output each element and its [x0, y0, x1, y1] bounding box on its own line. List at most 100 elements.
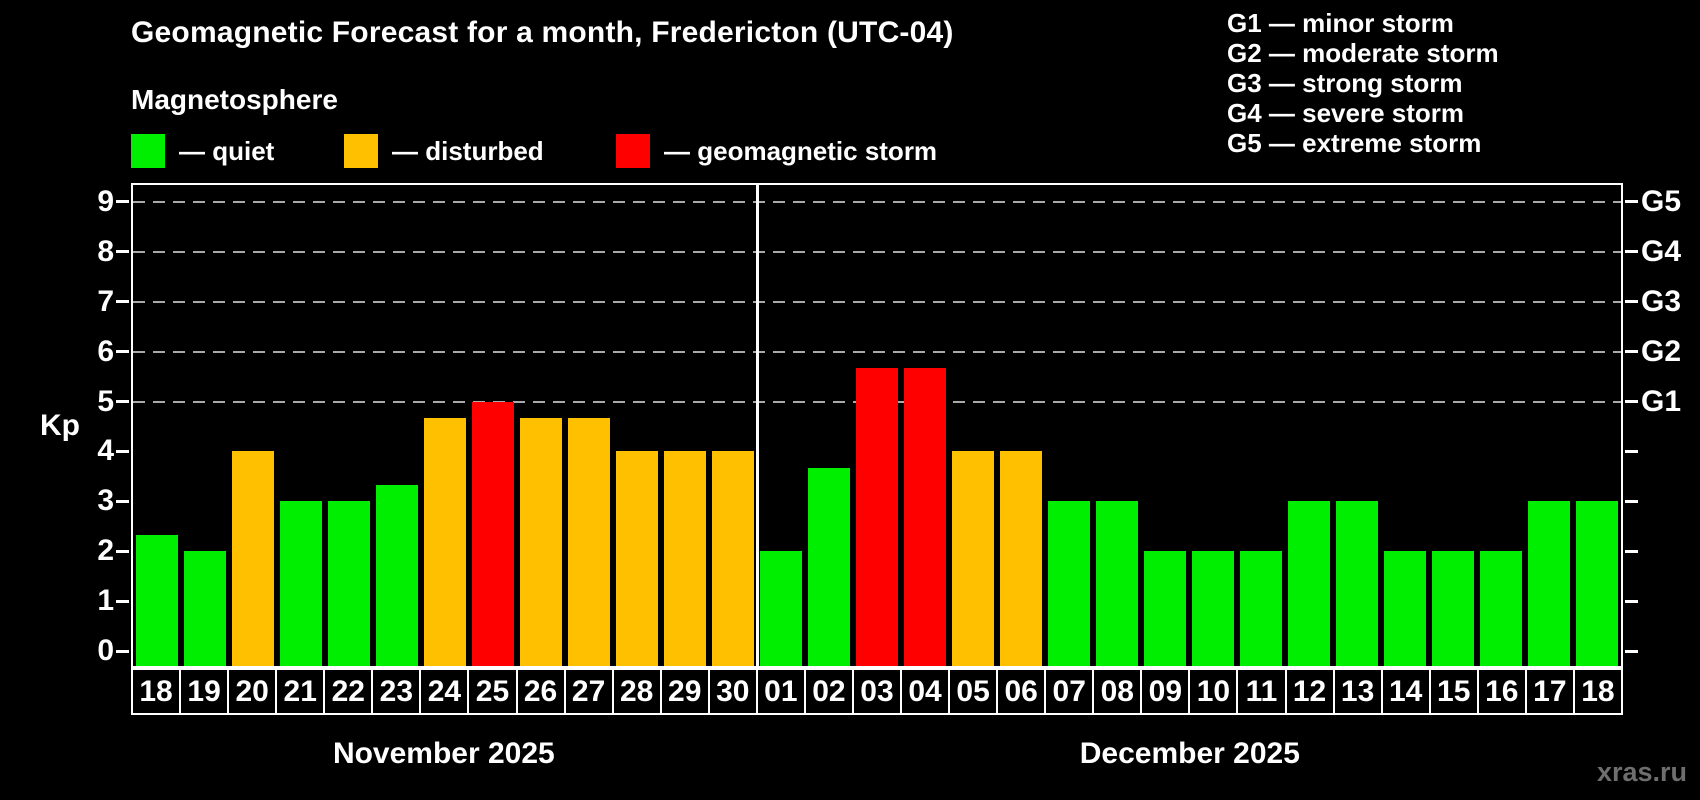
kp-bar-dec-10 [1192, 551, 1234, 666]
gridline-kp6 [133, 350, 1621, 353]
day-label-nov-27: 27 [563, 668, 614, 715]
bar-slot-dec-16 [1477, 185, 1525, 666]
right-tick-kp3 [1625, 499, 1638, 503]
bar-slot-nov-30 [709, 185, 757, 666]
bar-slot-dec-08 [1093, 185, 1141, 666]
kp-bar-nov-23 [376, 484, 418, 666]
kp-bar-nov-30 [712, 451, 754, 666]
bar-slot-dec-10 [1189, 185, 1237, 666]
bar-slot-dec-03 [853, 185, 901, 666]
day-label-dec-15: 15 [1428, 668, 1479, 715]
day-label-nov-30: 30 [707, 668, 758, 715]
left-tick-kp8 [116, 250, 129, 254]
legend-label-storm: — geomagnetic storm [664, 135, 938, 166]
kp-bar-dec-03 [856, 368, 898, 666]
bar-slot-dec-09 [1141, 185, 1189, 666]
day-label-nov-24: 24 [419, 668, 470, 715]
kp-bar-nov-18 [136, 534, 178, 666]
kp-bar-nov-21 [280, 501, 322, 666]
bar-slot-nov-22 [325, 185, 373, 666]
day-label-dec-06: 06 [996, 668, 1047, 715]
bar-slot-dec-11 [1237, 185, 1285, 666]
y-tick-label-6: 6 [97, 334, 114, 368]
day-label-nov-29: 29 [659, 668, 710, 715]
day-label-nov-22: 22 [323, 668, 374, 715]
storm-scale-line-g1: G1 — minor storm [1227, 8, 1454, 38]
day-label-dec-11: 11 [1236, 668, 1287, 715]
day-label-nov-18: 18 [131, 668, 182, 715]
day-label-dec-04: 04 [900, 668, 951, 715]
day-label-dec-18: 18 [1572, 668, 1623, 715]
watermark: xras.ru [1596, 757, 1687, 787]
kp-bar-dec-12 [1288, 501, 1330, 666]
bar-slot-dec-15 [1429, 185, 1477, 666]
day-label-dec-07: 07 [1044, 668, 1095, 715]
left-tick-kp6 [116, 350, 129, 354]
legend-item-quiet: — quiet [131, 134, 274, 168]
day-label-dec-12: 12 [1284, 668, 1335, 715]
y-tick-label-3: 3 [97, 484, 114, 518]
plot-inner [133, 185, 1621, 666]
left-tick-kp7 [116, 300, 129, 304]
bar-slot-nov-25 [469, 185, 517, 666]
right-tick-kp9 [1625, 200, 1638, 204]
day-label-dec-05: 05 [948, 668, 999, 715]
bars-container [133, 185, 1621, 666]
y-tick-label-0: 0 [97, 634, 114, 667]
right-axis-label-g5: G5 [1641, 184, 1682, 218]
bar-slot-nov-23 [373, 185, 421, 666]
bar-slot-nov-21 [277, 185, 325, 666]
kp-bar-dec-13 [1336, 501, 1378, 666]
month-label-december: December 2025 [1079, 737, 1300, 770]
bar-slot-dec-14 [1381, 185, 1429, 666]
kp-bar-nov-28 [616, 451, 658, 666]
y-tick-label-5: 5 [97, 384, 114, 418]
day-label-dec-17: 17 [1524, 668, 1575, 715]
day-label-dec-16: 16 [1476, 668, 1527, 715]
y-tick-label-1: 1 [97, 584, 114, 618]
legend-label-disturbed: — disturbed [392, 135, 544, 166]
kp-bar-nov-19 [184, 551, 226, 666]
day-label-dec-01: 01 [755, 668, 806, 715]
legend-item-storm: — geomagnetic storm [616, 134, 937, 168]
right-axis-label-g2: G2 [1641, 334, 1682, 368]
day-label-nov-28: 28 [611, 668, 662, 715]
bar-slot-dec-04 [901, 185, 949, 666]
day-label-row: 18 19 20 21 22 23 24 25 26 27 28 29 30 01 02 03 04 05 06 07… [131, 668, 1623, 715]
kp-bar-dec-08 [1096, 501, 1138, 666]
day-label-nov-25: 25 [467, 668, 518, 715]
bar-slot-dec-02 [805, 185, 853, 666]
kp-bar-nov-20 [232, 451, 274, 666]
storm-scale-line-g5: G5 — extreme storm [1227, 128, 1482, 158]
kp-bar-nov-24 [424, 417, 466, 666]
plot-area [131, 183, 1623, 668]
chart-title: Geomagnetic Forecast for a month, Freder… [131, 16, 954, 49]
left-tick-kp9 [116, 200, 129, 204]
bar-slot-nov-20 [229, 185, 277, 666]
gridline-kp7 [133, 300, 1621, 303]
kp-bar-nov-25 [472, 401, 514, 666]
y-tick-label-4: 4 [97, 434, 114, 468]
left-tick-kp5 [116, 400, 129, 403]
right-tick-kp1 [1625, 599, 1638, 603]
day-label-nov-20: 20 [227, 668, 278, 715]
left-tick-kp3 [116, 499, 129, 503]
bar-slot-dec-18 [1573, 185, 1621, 666]
day-label-nov-26: 26 [515, 668, 566, 715]
bar-slot-dec-17 [1525, 185, 1573, 666]
storm-scale-legend: G1 — minor storm G2 — moderate storm G3 — … [1227, 8, 1499, 158]
y-tick-label-7: 7 [97, 284, 114, 318]
kp-bar-nov-27 [568, 417, 610, 666]
kp-bar-nov-26 [520, 417, 562, 666]
bar-slot-nov-24 [421, 185, 469, 666]
bar-slot-dec-12 [1285, 185, 1333, 666]
left-tick-kp1 [116, 599, 129, 603]
day-label-dec-03: 03 [851, 668, 902, 715]
kp-bar-dec-07 [1048, 501, 1090, 666]
bar-slot-nov-28 [613, 185, 661, 666]
day-label-dec-02: 02 [803, 668, 854, 715]
right-axis-label-g3: G3 [1641, 284, 1682, 318]
kp-bar-dec-04 [904, 368, 946, 666]
left-tick-kp4 [116, 449, 129, 453]
